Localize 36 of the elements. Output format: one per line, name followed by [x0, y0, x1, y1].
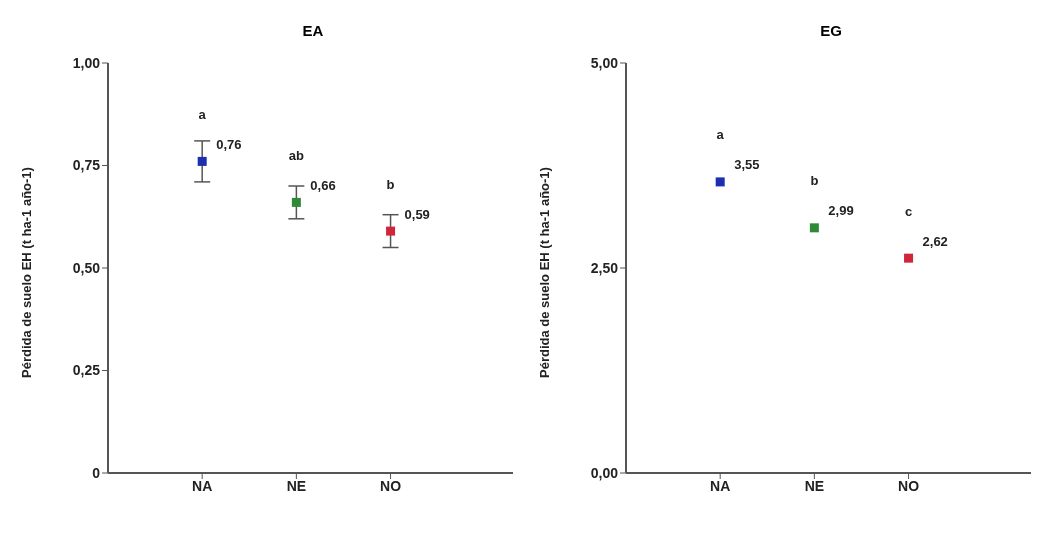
data-label: 0,66	[310, 177, 336, 193]
y-tick-label: 2,50	[590, 259, 619, 276]
x-tick-label: NE	[286, 477, 307, 494]
chart-title: EG	[819, 22, 843, 39]
y-tick-label: 1,00	[72, 54, 101, 71]
annotation: b	[810, 173, 819, 189]
data-label: 0,76	[216, 136, 242, 152]
point	[386, 226, 396, 236]
x-tick-label: NE	[804, 477, 825, 494]
x-tick-label: NO	[380, 477, 402, 494]
x-tick-label: NA	[192, 477, 213, 494]
point	[904, 253, 914, 263]
annotation: a	[198, 106, 207, 122]
point	[197, 156, 207, 166]
y-tick-label: 0,75	[72, 157, 101, 174]
point	[715, 177, 725, 187]
data-label: 0,59	[404, 206, 430, 222]
data-label: 3,55	[734, 157, 760, 173]
y-tick-label: 0,25	[72, 362, 101, 379]
y-tick-label: 0,00	[590, 464, 619, 481]
data-label: 2,62	[922, 233, 948, 249]
y-axis-title: Pérdida de suelo EH (t ha-1 año-1)	[18, 167, 34, 378]
x-tick-label: NA	[710, 477, 731, 494]
y-tick-label: 5,00	[590, 54, 619, 71]
x-tick-label: NO	[898, 477, 920, 494]
annotation: b	[386, 176, 395, 192]
data-label: 2,99	[828, 203, 854, 219]
chart-title: EA	[301, 22, 325, 39]
annotation: c	[904, 203, 913, 219]
annotation: a	[716, 127, 725, 143]
y-tick-label: 0	[92, 464, 101, 481]
annotation: ab	[288, 147, 305, 163]
point	[809, 223, 819, 233]
point	[291, 197, 301, 207]
y-tick-label: 0,50	[72, 259, 101, 276]
y-axis-title: Pérdida de suelo EH (t ha-1 año-1)	[536, 167, 552, 378]
